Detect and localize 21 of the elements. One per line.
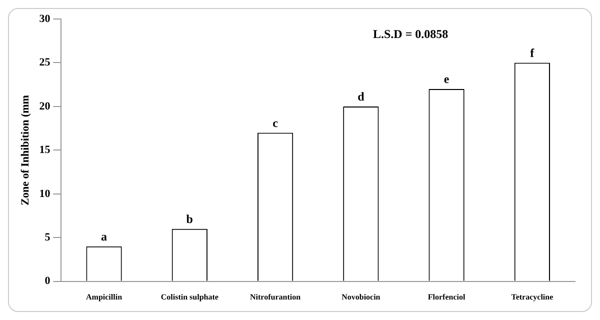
x-tick-label: Ampicillin — [86, 292, 123, 302]
x-tick-label: Florfenciol — [428, 292, 466, 302]
data-label: f — [530, 46, 536, 60]
y-tick-label: 5 — [44, 232, 51, 244]
y-tick-label: 30 — [39, 12, 51, 25]
y-tick-label: 20 — [39, 100, 51, 112]
y-tick-label: 15 — [39, 144, 51, 156]
annotation: L.S.D = 0.0858 — [372, 27, 448, 42]
data-label: a — [101, 230, 108, 244]
data-label: d — [358, 90, 365, 104]
data-label: e — [444, 72, 450, 86]
x-tick-label: Tetracycline — [511, 292, 554, 302]
data-label: b — [186, 212, 194, 226]
y-tick-label: 10 — [39, 188, 51, 200]
data-label: c — [272, 116, 279, 130]
y-tick-label: 0 — [44, 275, 51, 288]
x-tick-label: Novobiocin — [342, 292, 381, 302]
y-tick-label: 25 — [39, 56, 51, 69]
x-tick-label: Nitrofurantion — [250, 292, 302, 302]
y-axis-title: Zone of Inhibition (mm — [19, 95, 32, 206]
x-tick-label: Colistin sulphate — [160, 292, 219, 302]
